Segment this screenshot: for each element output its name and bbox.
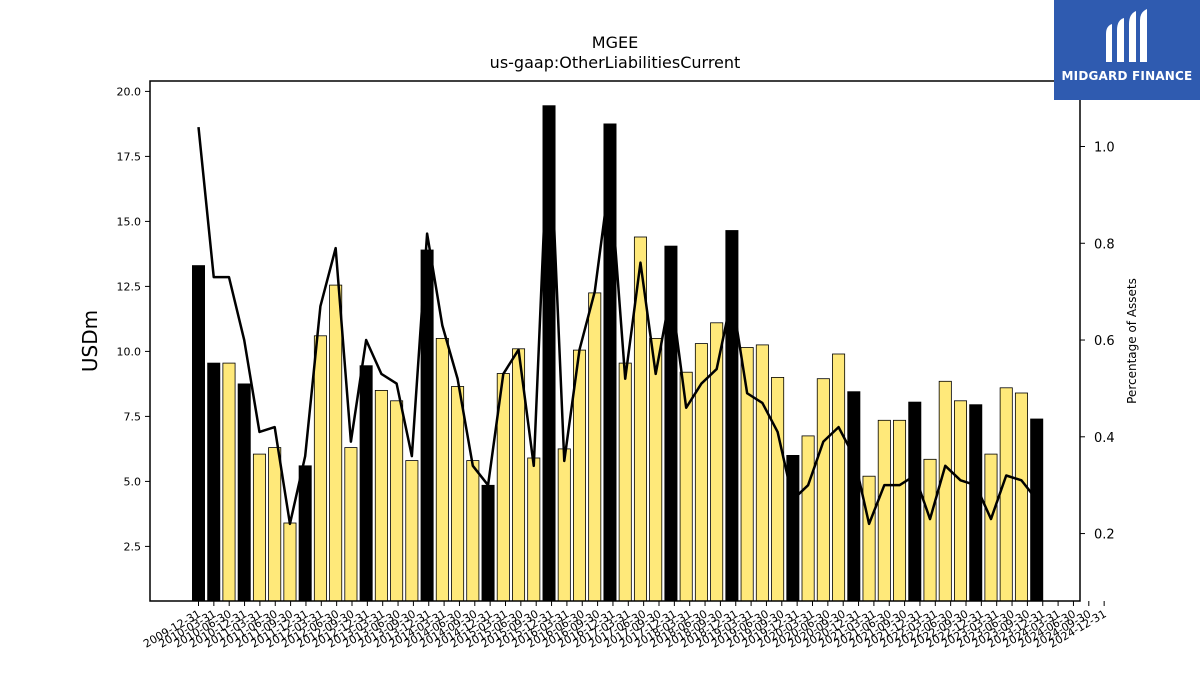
bar-quarterly: [344, 447, 358, 602]
bar-quarterly: [755, 344, 769, 602]
plot-frame: [149, 80, 1081, 602]
bar-quarterly: [999, 387, 1013, 602]
bar-annual: [969, 404, 983, 602]
bar-quarterly: [801, 435, 815, 602]
bar-quarterly: [923, 458, 937, 602]
bar-quarterly: [222, 362, 236, 602]
bar-quarterly: [816, 378, 830, 602]
left-tick-label: 20.0: [117, 85, 142, 98]
bar-quarterly: [374, 389, 388, 602]
bar-annual: [847, 391, 861, 602]
bar-quarterly: [466, 460, 480, 602]
right-axis-label: Percentage of Assets: [1125, 278, 1139, 404]
bar-quarterly: [527, 457, 541, 602]
bar-annual: [908, 401, 922, 602]
x-axis: 2009-12-312010-03-312010-06-302010-12-31…: [141, 601, 1109, 651]
bar-quarterly: [877, 419, 891, 602]
bar-quarterly: [984, 453, 998, 602]
bar-quarterly: [893, 419, 907, 602]
left-tick-label: 12.5: [117, 280, 142, 293]
bar-annual: [725, 230, 739, 602]
bar-quarterly: [451, 386, 465, 602]
left-tick-label: 7.5: [124, 410, 142, 423]
bar-annual: [207, 362, 221, 602]
bar-quarterly: [618, 362, 632, 602]
brand-logo: MIDGARD FINANCE: [1054, 0, 1200, 100]
right-tick-label: 0.8: [1094, 237, 1115, 252]
bar-annual: [1030, 418, 1044, 602]
left-tick-label: 17.5: [117, 150, 142, 163]
bar-quarterly: [313, 335, 327, 602]
right-tick-label: 0.2: [1094, 528, 1115, 543]
bar-annual: [359, 365, 373, 602]
left-tick-label: 15.0: [117, 215, 142, 228]
bar-annual: [603, 123, 617, 602]
left-axis: 2.5 5.0 7.5 10.0 12.5 15.0 17.5 20.0: [117, 85, 150, 553]
bar-quarterly: [649, 337, 663, 602]
bar-quarterly: [771, 376, 785, 602]
bar-quarterly: [268, 447, 282, 602]
bar-annual: [298, 465, 312, 602]
bar-annual: [237, 383, 251, 602]
bar-quarterly: [283, 522, 297, 602]
right-tick-label: 1.0: [1094, 141, 1115, 156]
bar-group: [191, 105, 1044, 602]
logo-text: MIDGARD FINANCE: [1061, 69, 1193, 83]
right-axis: 0.2 0.4 0.6 0.8 1.0: [1080, 141, 1115, 543]
bar-quarterly: [252, 453, 266, 602]
bar-quarterly: [435, 337, 449, 602]
bar-annual: [191, 265, 205, 602]
bar-quarterly: [862, 475, 876, 602]
chart-title: MGEE: [592, 33, 638, 52]
percentage-line: [197, 106, 1038, 526]
bar-quarterly: [405, 460, 419, 602]
bar-quarterly: [954, 400, 968, 602]
percentage-line-group: [197, 106, 1038, 526]
left-tick-label: 10.0: [117, 345, 142, 358]
bar-quarterly: [329, 284, 343, 602]
bar-quarterly: [390, 400, 404, 602]
right-tick-label: 0.4: [1094, 431, 1115, 446]
bar-quarterly: [1014, 392, 1028, 602]
left-tick-label: 5.0: [124, 475, 142, 488]
bar-quarterly: [588, 292, 602, 602]
right-tick-label: 0.6: [1094, 334, 1115, 349]
bar-quarterly: [832, 353, 846, 602]
logo-mark-icon: [1106, 9, 1147, 62]
bar-quarterly: [938, 380, 952, 602]
left-tick-label: 2.5: [124, 540, 142, 553]
left-axis-label: USDm: [78, 310, 102, 372]
bar-quarterly: [557, 448, 571, 602]
bar-annual: [481, 484, 495, 602]
chart-subtitle: us-gaap:OtherLiabilitiesCurrent: [490, 53, 741, 72]
